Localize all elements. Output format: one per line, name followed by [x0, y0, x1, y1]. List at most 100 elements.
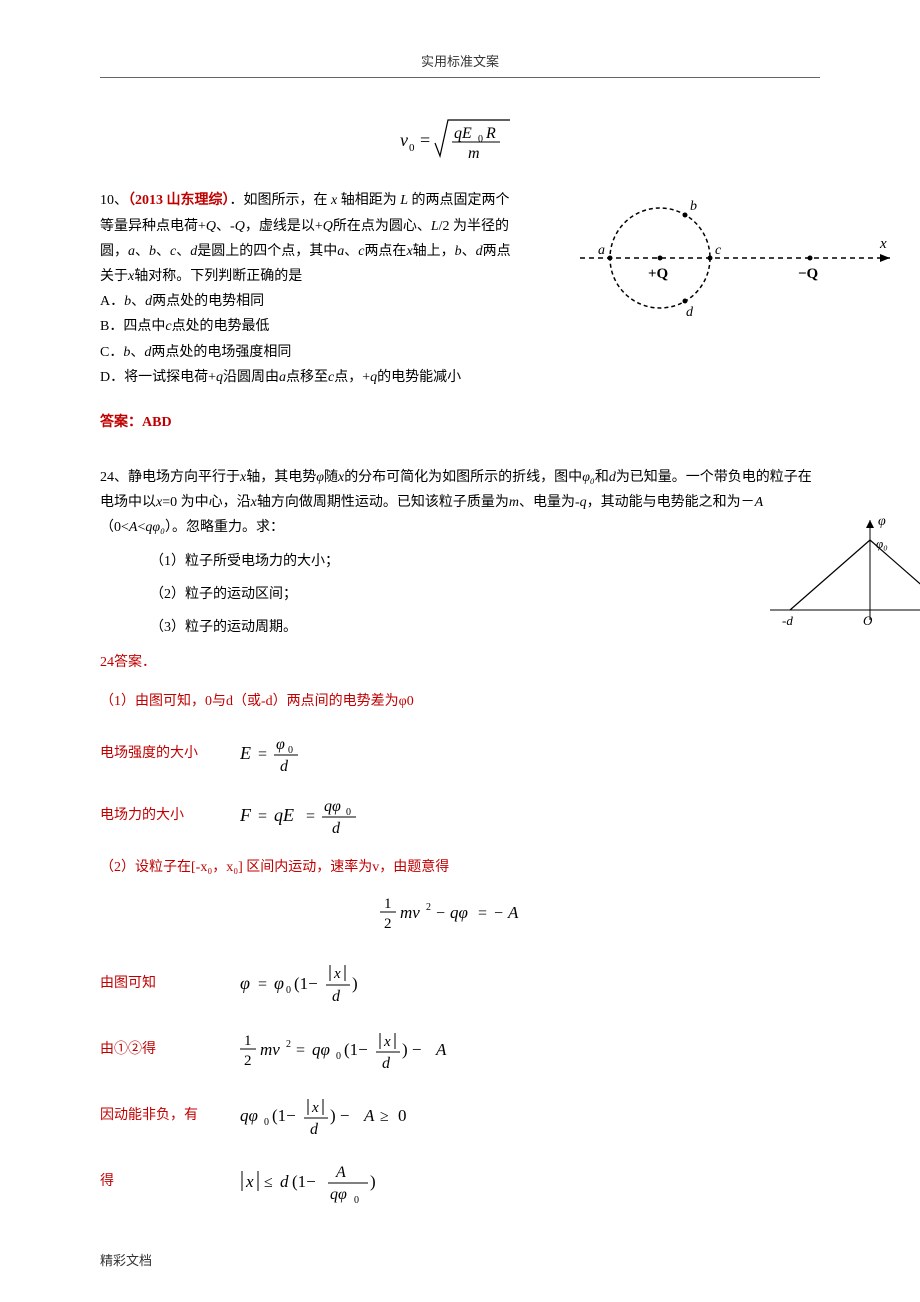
svg-text:2: 2: [426, 902, 431, 913]
svg-text:qE: qE: [274, 805, 294, 825]
svg-text:): ): [370, 1172, 376, 1191]
svg-text:x: x: [245, 1172, 254, 1191]
q10-Q2: Q: [235, 219, 245, 234]
q10-t1: ．如图所示，在: [230, 193, 328, 208]
svg-text:m: m: [468, 145, 480, 162]
svg-text:1: 1: [244, 1033, 252, 1049]
svg-text:=: =: [296, 1042, 305, 1059]
svg-text:-d: -d: [782, 613, 793, 628]
q10-answer-value: ABD: [142, 415, 172, 430]
q10-optD-t1: 沿圆周由: [223, 370, 279, 385]
svg-text:qφ: qφ: [324, 798, 341, 815]
svg-text:x: x: [333, 966, 341, 982]
q10-t11: 是圆上的四个点，其中: [197, 244, 337, 259]
svg-text:0: 0: [336, 1051, 341, 1062]
q10-optD-t4: 的电势能减小: [377, 370, 461, 385]
svg-text:2: 2: [286, 1039, 291, 1050]
svg-text:qφ: qφ: [330, 1186, 347, 1203]
header-title: 实用标准文案: [100, 50, 820, 78]
q10-optC-t2: 两点处的电场强度相同: [151, 345, 291, 360]
svg-text:=: =: [420, 130, 430, 150]
sol-line3-label: 电场力的大小: [100, 803, 240, 828]
svg-text:) −: ) −: [330, 1106, 350, 1125]
q10-optA-label: A．: [100, 294, 124, 309]
q24-phi1: φ: [316, 470, 324, 485]
q10-number: 10、: [100, 193, 128, 208]
svg-text:a: a: [598, 243, 605, 258]
svg-text:c: c: [715, 243, 722, 258]
q10-optD-label: D．将一试探电荷+: [100, 370, 216, 385]
q24-phi0-2: φ₀: [152, 520, 165, 535]
q24-sub2: （2）粒子的运动区间；: [100, 582, 820, 607]
q10-b: b: [149, 244, 156, 259]
svg-text:≥: ≥: [380, 1108, 389, 1125]
q10-t4: 、-: [216, 219, 235, 234]
svg-text:x: x: [383, 1034, 391, 1050]
sol-line1: （1）由图可知，0与d（或-d）两点间的电势差为φ0: [100, 689, 820, 714]
sol-line6-label: 由①②得: [100, 1037, 240, 1062]
formula-energy: 1 2 mv 2 − qφ = − A: [100, 890, 820, 943]
svg-text:R: R: [485, 125, 496, 142]
q24-t4: 的分布可简化为如图所示的折线，图中: [344, 470, 582, 485]
formula-v0: v 0 = qE 0 R m: [100, 108, 820, 168]
q10-answer: 答案：ABD: [100, 410, 820, 435]
q24-t2: 轴，其电势: [246, 470, 316, 485]
q10-t10: 、: [176, 244, 190, 259]
svg-text:A: A: [363, 1106, 375, 1125]
svg-text:A: A: [335, 1164, 346, 1181]
svg-text:A: A: [435, 1040, 447, 1059]
svg-text:0: 0: [346, 807, 351, 818]
q10-t13: 两点在: [364, 244, 406, 259]
q10-d2: d: [476, 244, 483, 259]
svg-text:) −: ) −: [402, 1040, 422, 1059]
q24-number: 24、: [100, 470, 128, 485]
q10-optD-q1: q: [216, 370, 223, 385]
q24-t11: （0<: [100, 520, 129, 535]
svg-text:A: A: [507, 903, 519, 922]
formula-phi: φ = φ 0 (1− x d ): [240, 959, 400, 1009]
q10-optB-t: 点处的电势最低: [172, 319, 270, 334]
svg-text:(1−: (1−: [272, 1106, 296, 1125]
question-10: 10、（2013 山东理综）．如图所示，在 x 轴相距为 L 的两点固定两个等量…: [100, 188, 820, 390]
q10-t8: 、: [135, 244, 149, 259]
svg-text:0: 0: [288, 745, 293, 756]
q24-d1: d: [609, 470, 616, 485]
formula-mv2: 1 2 mv 2 = qφ 0 (1− x d ) − A: [240, 1025, 470, 1075]
sol-line5: 由图可知 φ = φ 0 (1− x d ): [100, 959, 820, 1009]
svg-text:=: =: [258, 976, 267, 993]
svg-text:=: =: [258, 808, 267, 825]
svg-text:φ: φ: [276, 736, 285, 753]
svg-text:qφ: qφ: [450, 903, 468, 922]
q10-figure: a b c d +Q −Q x: [580, 188, 900, 337]
q10-a: a: [128, 244, 135, 259]
svg-text:2: 2: [244, 1053, 252, 1069]
svg-text:≤: ≤: [264, 1174, 273, 1191]
sol-line4: （2）设粒子在[-x₀，x₀] 区间内运动，速率为v，由题意得: [100, 855, 820, 880]
svg-text:(1−: (1−: [344, 1040, 368, 1059]
svg-text:φ: φ: [274, 973, 284, 993]
svg-text:x: x: [879, 236, 887, 252]
q10-t2: 轴相距为: [341, 193, 397, 208]
q24-t13: ）。忽略重力。求：: [165, 520, 284, 535]
q24-t7: =0 为中心，沿: [162, 495, 250, 510]
svg-text:qE: qE: [454, 125, 472, 142]
q24-t5: 和: [595, 470, 609, 485]
svg-text:φ: φ: [240, 973, 250, 993]
formula-E: E = φ 0 d: [240, 731, 320, 777]
formula-ineq: qφ 0 (1− x d ) − A ≥ 0: [240, 1091, 440, 1141]
svg-text:d: d: [686, 305, 694, 320]
q24-t8: 轴方向做周期性运动。已知该粒子质量为: [257, 495, 509, 510]
sol-line7-label: 因动能非负，有: [100, 1103, 240, 1128]
svg-text:x: x: [311, 1100, 319, 1116]
q10-t5: ，虚线是以+: [245, 219, 323, 234]
svg-text:d: d: [332, 820, 341, 837]
q24-figure: φ φ₀ O -d d x: [760, 510, 920, 649]
question-24: 24、静电场方向平行于x轴，其电势φ随x的分布可简化为如图所示的折线，图中φ₀和…: [100, 465, 820, 640]
q10-optD-t3: 点，+: [334, 370, 370, 385]
q10-t6: 所在点为圆心、: [333, 219, 431, 234]
svg-text:2: 2: [384, 916, 392, 932]
q24-ans-label: 24答案．: [100, 650, 820, 675]
svg-text:mv: mv: [260, 1040, 280, 1059]
svg-text:0: 0: [354, 1195, 359, 1206]
q10-optD-t2: 点移至: [286, 370, 328, 385]
